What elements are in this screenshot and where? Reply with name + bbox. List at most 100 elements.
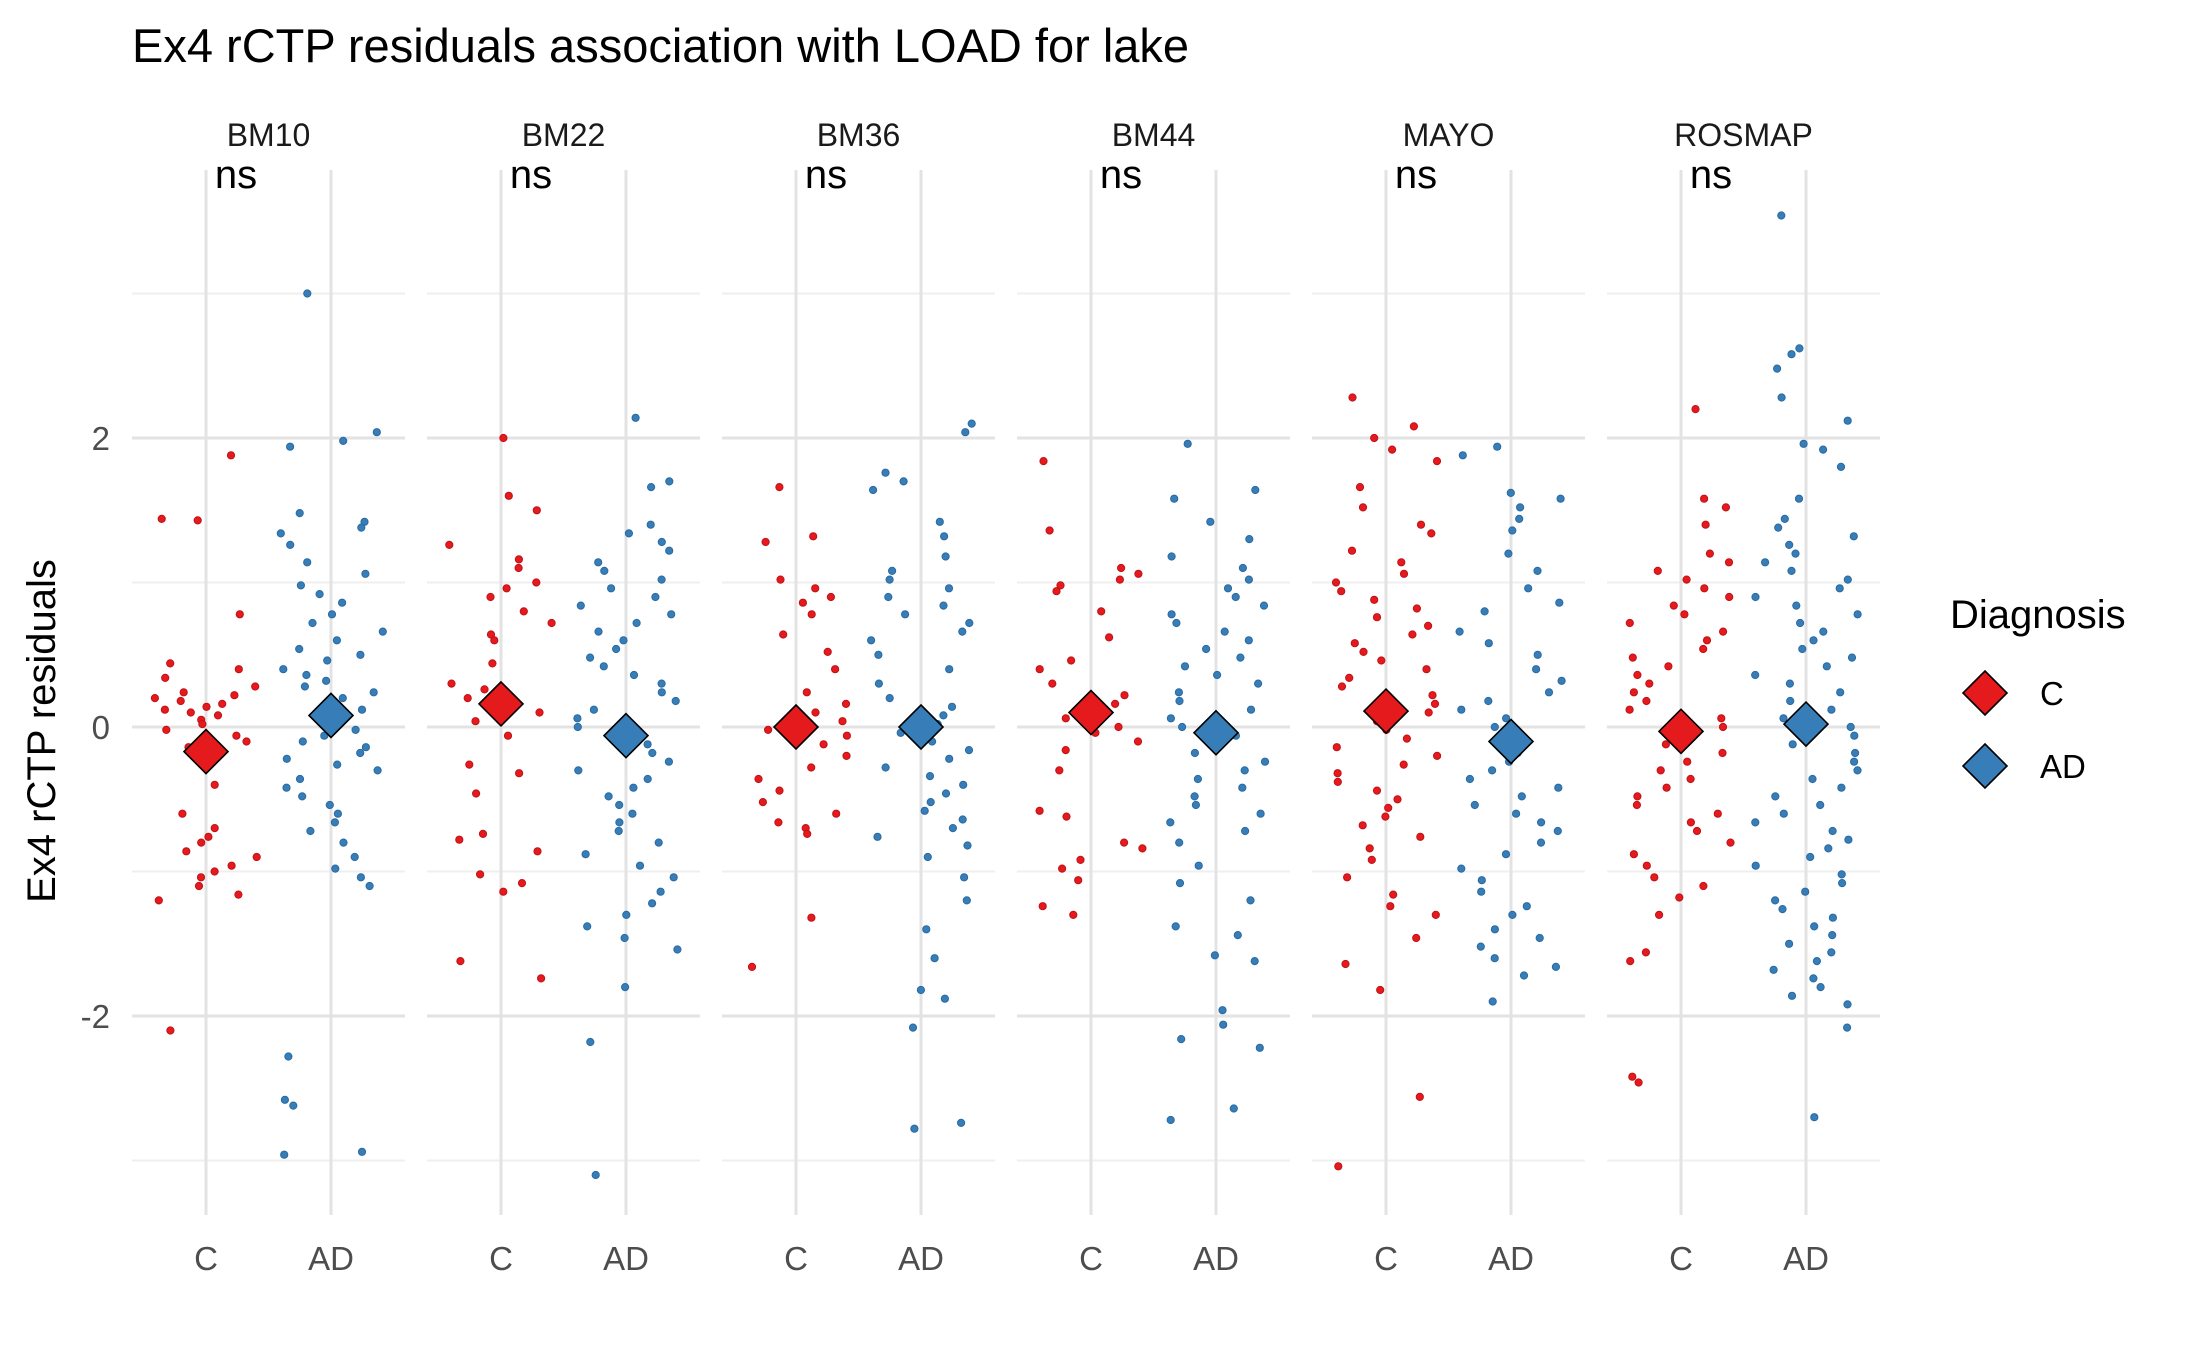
- data-point-ad: [1237, 654, 1244, 661]
- data-point-ad: [362, 570, 369, 577]
- data-point-c: [151, 695, 158, 702]
- data-point-ad: [615, 827, 622, 834]
- data-point-c: [231, 692, 238, 699]
- data-point-ad: [374, 767, 381, 774]
- data-point-c: [1684, 758, 1691, 765]
- data-point-ad: [1172, 923, 1179, 930]
- data-point-c: [799, 599, 806, 606]
- data-point-c: [1036, 666, 1043, 673]
- data-point-ad: [1538, 819, 1545, 826]
- data-point-c: [1382, 813, 1389, 820]
- data-point-ad: [323, 677, 330, 684]
- data-point-ad: [1838, 784, 1845, 791]
- data-point-c: [1702, 521, 1709, 528]
- data-point-c: [1373, 614, 1380, 621]
- data-point-c: [503, 585, 510, 592]
- data-point-ad: [1799, 645, 1806, 652]
- data-point-ad: [1787, 697, 1794, 704]
- data-point-c: [1334, 770, 1341, 777]
- x-tick-label: C: [1669, 1240, 1693, 1277]
- legend-title: Diagnosis: [1950, 593, 2126, 637]
- data-point-c: [1371, 434, 1378, 441]
- data-point-c: [765, 726, 772, 733]
- data-point-ad: [1534, 567, 1541, 574]
- data-point-c: [1377, 986, 1384, 993]
- data-point-ad: [649, 900, 656, 907]
- data-point-ad: [1810, 975, 1817, 982]
- data-point-ad: [946, 755, 953, 762]
- data-point-ad: [328, 611, 335, 618]
- data-point-c: [1663, 784, 1670, 791]
- data-point-ad: [1554, 827, 1561, 834]
- data-point-ad: [1167, 819, 1174, 826]
- data-point-ad: [326, 801, 333, 808]
- data-point-ad: [358, 1148, 365, 1155]
- data-point-c: [1726, 593, 1733, 600]
- data-point-c: [1106, 634, 1113, 641]
- data-point-ad: [941, 995, 948, 1002]
- significance-label: ns: [215, 153, 257, 197]
- data-point-c: [1332, 579, 1339, 586]
- data-point-ad: [1772, 793, 1779, 800]
- data-point-ad: [1802, 888, 1809, 895]
- data-point-ad: [1246, 536, 1253, 543]
- data-point-ad: [1828, 706, 1835, 713]
- data-point-ad: [1854, 611, 1861, 618]
- data-point-ad: [1810, 637, 1817, 644]
- data-point-ad: [1558, 677, 1565, 684]
- data-point-ad: [1507, 489, 1514, 496]
- data-point-c: [755, 775, 762, 782]
- data-point-ad: [1257, 810, 1264, 817]
- x-tick-label: C: [1374, 1240, 1398, 1277]
- data-point-ad: [1792, 550, 1799, 557]
- x-tick-label: AD: [308, 1240, 354, 1277]
- data-point-c: [518, 880, 525, 887]
- data-point-ad: [868, 637, 875, 644]
- data-point-c: [533, 507, 540, 514]
- data-point-ad: [334, 761, 341, 768]
- data-point-ad: [1260, 602, 1267, 609]
- data-point-c: [1335, 1163, 1342, 1170]
- data-point-ad: [1797, 619, 1804, 626]
- data-point-ad: [889, 567, 896, 574]
- data-point-c: [1429, 692, 1436, 699]
- data-point-ad: [1545, 689, 1552, 696]
- data-point-ad: [1219, 1007, 1226, 1014]
- data-point-c: [1722, 504, 1729, 511]
- data-point-ad: [959, 628, 966, 635]
- data-point-ad: [1811, 923, 1818, 930]
- data-point-ad: [882, 469, 889, 476]
- data-point-c: [843, 732, 850, 739]
- significance-label: ns: [1100, 153, 1142, 197]
- data-point-ad: [1829, 932, 1836, 939]
- data-point-c: [516, 770, 523, 777]
- data-point-c: [1040, 458, 1047, 465]
- data-point-ad: [1491, 723, 1498, 730]
- data-point-ad: [1839, 880, 1846, 887]
- data-point-ad: [1245, 576, 1252, 583]
- facet-label-rosmap: ROSMAP: [1674, 117, 1813, 153]
- facet-label-bm10: BM10: [227, 117, 311, 153]
- data-point-c: [1378, 657, 1385, 664]
- data-point-ad: [1518, 793, 1525, 800]
- data-point-ad: [1255, 680, 1262, 687]
- data-point-ad: [324, 657, 331, 664]
- data-point-ad: [942, 790, 949, 797]
- data-point-ad: [287, 541, 294, 548]
- data-point-ad: [1844, 417, 1851, 424]
- data-point-ad: [1772, 897, 1779, 904]
- data-point-c: [1643, 862, 1650, 869]
- data-point-c: [1643, 697, 1650, 704]
- data-point-ad: [1523, 903, 1530, 910]
- data-point-ad: [1232, 593, 1239, 600]
- data-point-ad: [917, 986, 924, 993]
- facet-label-bm22: BM22: [522, 117, 606, 153]
- data-point-ad: [296, 775, 303, 782]
- data-point-c: [1387, 903, 1394, 910]
- data-point-c: [1409, 631, 1416, 638]
- data-point-ad: [1485, 697, 1492, 704]
- data-point-ad: [590, 706, 597, 713]
- data-point-c: [1425, 622, 1432, 629]
- data-point-c: [1070, 911, 1077, 918]
